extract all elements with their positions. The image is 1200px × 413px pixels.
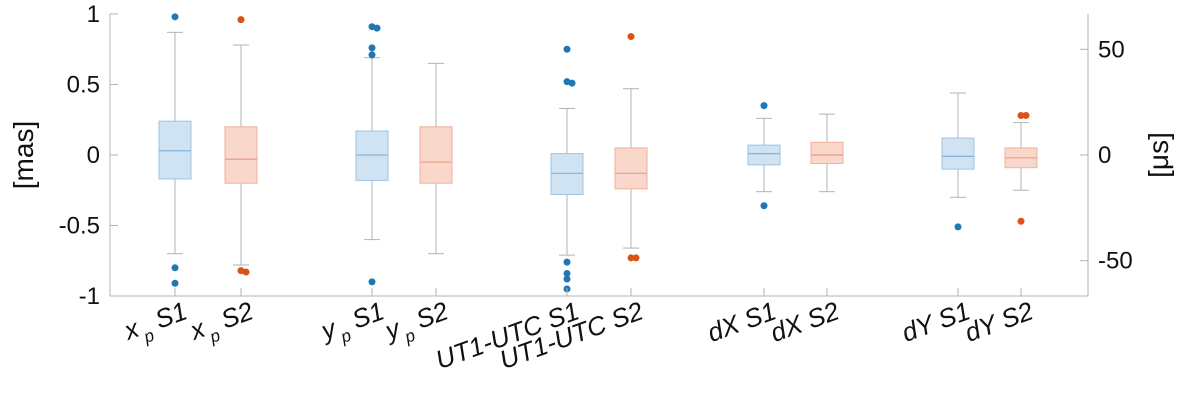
x-label-tail: S1 xyxy=(341,295,388,337)
outlier-point xyxy=(171,13,179,21)
x-category-label: xp S2 xyxy=(184,295,260,353)
outlier-point xyxy=(368,278,376,286)
outlier-point xyxy=(627,254,635,262)
y-tick-label-left: 0.5 xyxy=(67,72,100,99)
box-iqr xyxy=(419,126,453,184)
outlier-point xyxy=(760,202,768,210)
box-s2-1 xyxy=(224,16,258,276)
x-label-tail: S2 xyxy=(405,295,452,337)
x-label-tail: S1 xyxy=(144,295,191,337)
box-s2-9 xyxy=(1004,112,1038,225)
outlier-point xyxy=(568,79,576,87)
outlier-point xyxy=(1017,112,1025,120)
outlier-point xyxy=(563,275,571,283)
y-axis-label-right: [μs] xyxy=(1143,132,1174,178)
outlier-point xyxy=(1017,217,1025,225)
box-s1-4 xyxy=(550,45,584,293)
box-iqr xyxy=(158,120,192,180)
x-category-label: dX S2 xyxy=(766,295,843,348)
box-s1-2 xyxy=(355,23,389,286)
y-tick-label-right: 50 xyxy=(1098,36,1125,63)
x-category-label: yp S1 xyxy=(315,295,390,353)
outlier-point xyxy=(368,51,376,59)
y-tick-label-left: -0.5 xyxy=(59,213,100,240)
box-s2-5 xyxy=(614,33,648,262)
outlier-point xyxy=(171,264,179,272)
y-tick-label-left: -1 xyxy=(79,283,100,310)
outlier-point xyxy=(242,268,250,276)
x-label-tail: S2 xyxy=(210,295,257,337)
x-category-label: dY S2 xyxy=(961,295,1038,347)
x-label-main: dY S2 xyxy=(961,295,1038,347)
box-s1-6 xyxy=(747,102,781,210)
outlier-point xyxy=(373,24,381,32)
outlier-point xyxy=(563,269,571,277)
y-tick-label-right: -50 xyxy=(1098,248,1133,275)
y-tick-label-right: 0 xyxy=(1098,142,1111,169)
box-s2-7 xyxy=(810,113,844,193)
box-s1-8 xyxy=(941,92,975,231)
outlier-point xyxy=(627,33,635,41)
outlier-point xyxy=(632,254,640,262)
box-iqr xyxy=(224,126,258,184)
axis-ticks: 1 0.5 0 -0.5 -1 50 0 -50 xyxy=(59,1,1133,310)
box-iqr xyxy=(614,147,648,190)
outlier-point xyxy=(368,44,376,52)
box-iqr xyxy=(550,153,584,195)
outlier-point xyxy=(171,279,179,287)
x-label-main: dX S2 xyxy=(766,295,843,348)
box-iqr xyxy=(747,144,781,166)
box-s1-0 xyxy=(158,13,192,287)
outlier-point xyxy=(563,258,571,266)
x-category-label: xp S1 xyxy=(118,295,193,353)
outlier-point xyxy=(237,16,245,24)
y-tick-label-left: 1 xyxy=(87,1,100,28)
box-iqr xyxy=(810,141,844,164)
box-iqr xyxy=(941,137,975,170)
y-axis-label-left: [mas] xyxy=(8,121,39,189)
x-label-main: x xyxy=(118,313,143,347)
outlier-point xyxy=(563,45,571,53)
x-label-main: x xyxy=(184,313,209,347)
box-series xyxy=(158,13,1038,293)
box-s2-3 xyxy=(419,62,453,255)
outlier-point xyxy=(1022,112,1030,120)
box-iqr xyxy=(355,130,389,181)
y-tick-label-left: 0 xyxy=(87,142,100,169)
outlier-point xyxy=(954,223,962,231)
outlier-point xyxy=(760,102,768,110)
